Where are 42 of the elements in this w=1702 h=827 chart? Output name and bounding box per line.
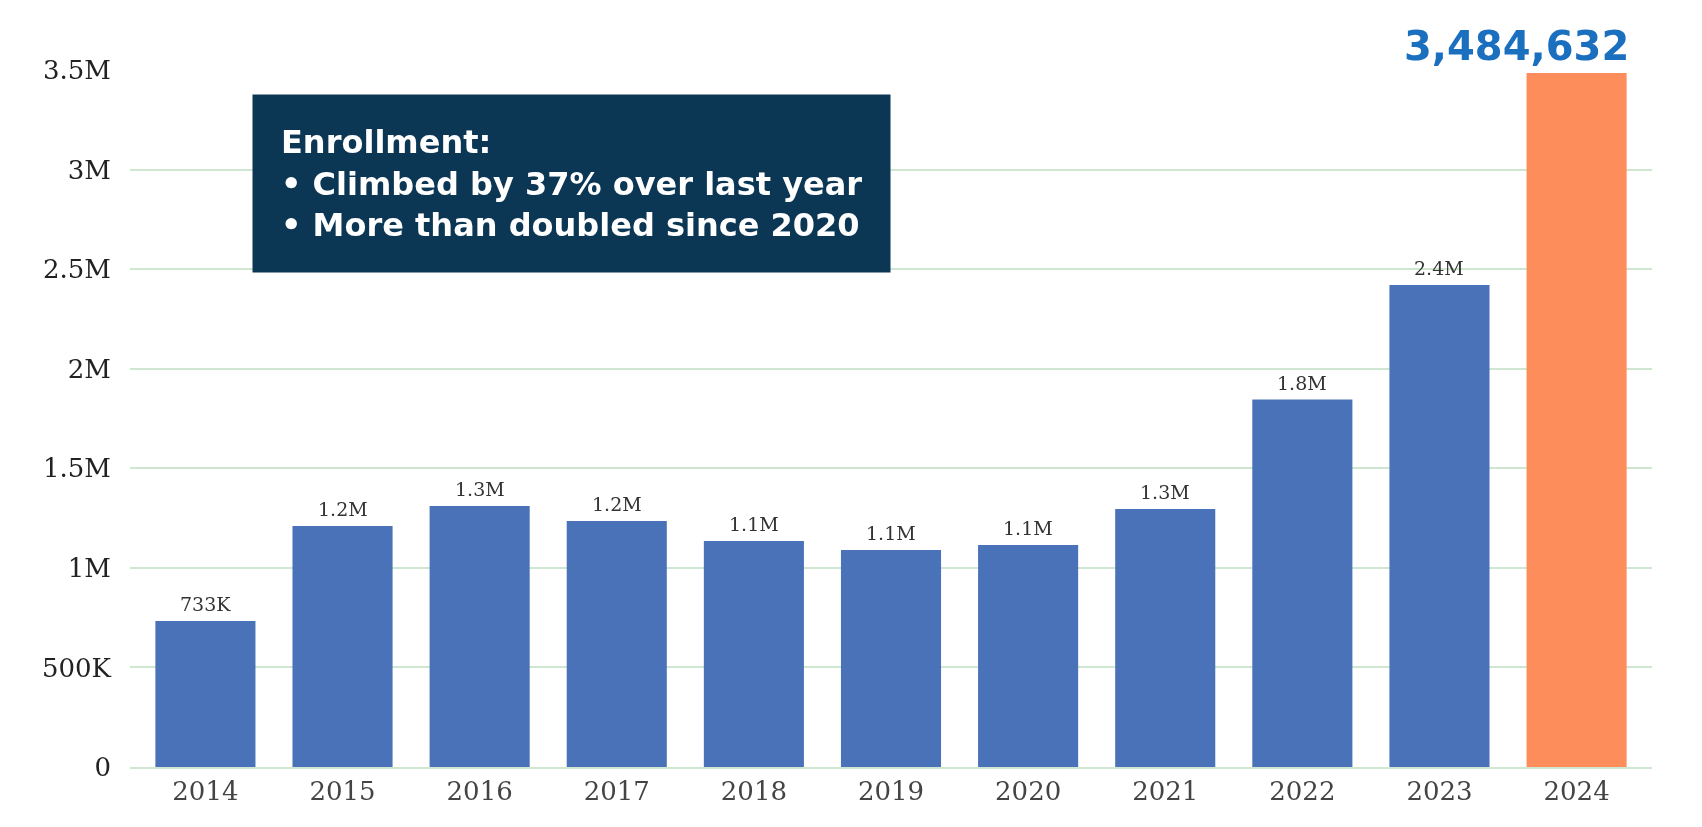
x-tick-label: 2024 (1543, 776, 1610, 807)
data-label: 1.2M (318, 498, 368, 520)
data-label: 1.2M (592, 493, 642, 515)
data-label: 2.4M (1414, 257, 1464, 279)
data-label: 733K (180, 593, 232, 615)
y-tick-label: 3.5M (43, 55, 111, 86)
bar (1252, 399, 1353, 767)
x-tick-label: 2014 (172, 776, 239, 807)
data-label: 1.8M (1277, 372, 1327, 394)
data-label: 1.1M (729, 513, 779, 535)
x-tick-label: 2023 (1406, 776, 1473, 807)
bar (292, 526, 393, 767)
y-tick-label: 2M (67, 353, 111, 384)
bar (1115, 509, 1216, 767)
y-tick-label: 2.5M (43, 254, 111, 285)
x-tick-label: 2018 (720, 776, 787, 807)
bar (566, 521, 667, 767)
y-tick-label: 1M (67, 552, 111, 583)
bar (155, 621, 256, 767)
y-tick-label: 1.5M (43, 453, 111, 484)
annotation: Enrollment: • Climbed by 37% over last year • More than doubled since 2020 (281, 123, 863, 245)
x-tick-label: 2020 (995, 776, 1062, 807)
data-label: 3,484,632 (1404, 23, 1630, 69)
y-tick-label: 500K (41, 652, 112, 683)
y-tick-label: 3M (67, 154, 111, 185)
bar (1526, 73, 1627, 767)
data-label: 1.1M (1003, 517, 1053, 539)
x-tick-label: 2017 (583, 776, 650, 807)
bar (1389, 285, 1490, 767)
x-tick-label: 2019 (857, 776, 925, 807)
data-label: 1.1M (866, 522, 916, 544)
bar (703, 540, 804, 767)
x-tick-label: 2016 (446, 776, 513, 807)
y-tick-label: 0 (94, 752, 111, 783)
bar (429, 506, 530, 767)
bar (978, 544, 1079, 767)
data-label: 1.3M (1140, 481, 1190, 503)
x-tick-label: 2022 (1269, 776, 1336, 807)
data-label: 1.3M (455, 478, 505, 500)
x-tick-label: 2021 (1132, 776, 1199, 807)
bar (840, 549, 942, 767)
x-tick-label: 2015 (309, 776, 376, 807)
